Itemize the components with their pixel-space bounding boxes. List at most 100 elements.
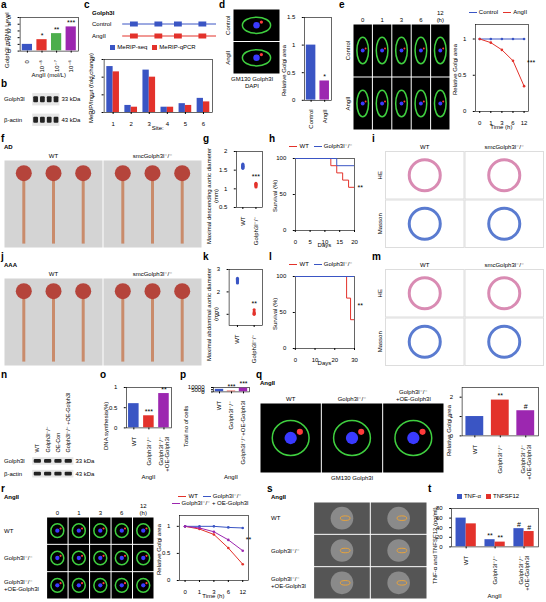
svg-text:WT: WT <box>420 144 430 150</box>
svg-text:20: 20 <box>436 534 443 540</box>
svg-text:5: 5 <box>184 121 188 127</box>
svg-text:6: 6 <box>120 510 124 516</box>
svg-text:***: *** <box>227 383 235 390</box>
svg-text:+OE-Golph3l: +OE-Golph3l <box>4 586 39 592</box>
svg-text:3: 3 <box>99 510 103 516</box>
svg-text:0: 0 <box>183 589 187 595</box>
svg-text:Control: Control <box>345 41 351 60</box>
svg-text:4: 4 <box>8 21 12 27</box>
svg-text:Masson: Masson <box>377 213 383 234</box>
svg-text:AngII: AngII <box>4 494 19 500</box>
svg-text:0.5: 0.5 <box>109 405 118 411</box>
svg-text:1: 1 <box>217 311 221 317</box>
svg-text:**: ** <box>487 532 493 539</box>
svg-text:3: 3 <box>8 28 12 34</box>
svg-text:80: 80 <box>436 505 443 511</box>
svg-text:0.5: 0.5 <box>162 550 171 556</box>
svg-text:100: 100 <box>276 155 287 161</box>
svg-text:DAPI: DAPI <box>245 83 259 89</box>
svg-text:HE: HE <box>377 171 383 179</box>
svg-text:0: 0 <box>450 433 454 439</box>
svg-text:40: 40 <box>436 525 443 531</box>
svg-text:AngII: AngII <box>345 96 351 110</box>
svg-text:Golph3l⁻/⁻: Golph3l⁻/⁻ <box>271 548 300 554</box>
svg-text:0: 0 <box>24 59 30 63</box>
svg-text:0: 0 <box>167 577 171 583</box>
svg-text:Golph3l⁻/⁻: Golph3l⁻/⁻ <box>338 396 367 402</box>
svg-text:Golph3l⁻/⁻: Golph3l⁻/⁻ <box>45 426 51 452</box>
svg-text:OE-Con: OE-Con <box>55 433 61 453</box>
svg-text:Golph3l⁻/⁻+OE-Golph3l: Golph3l⁻/⁻+OE-Golph3l <box>158 437 170 472</box>
svg-text:100: 100 <box>276 273 287 279</box>
svg-text:2: 2 <box>8 35 12 41</box>
svg-text:Control: Control <box>92 21 111 27</box>
svg-text:WT: WT <box>234 334 240 344</box>
svg-text:(h): (h) <box>140 510 147 516</box>
svg-text:WT: WT <box>271 515 281 521</box>
svg-text:0: 0 <box>92 109 96 115</box>
svg-text:0: 0 <box>292 97 296 103</box>
svg-text:43 kDa: 43 kDa <box>75 471 95 477</box>
svg-text:**: ** <box>497 534 503 541</box>
svg-text:smcGolph3l⁻/⁻: smcGolph3l⁻/⁻ <box>133 271 173 277</box>
svg-text:***: *** <box>67 19 75 26</box>
svg-text:Golph3l⁻/⁻: Golph3l⁻/⁻ <box>228 401 234 430</box>
svg-text:0.5: 0.5 <box>219 204 228 210</box>
svg-text:0: 0 <box>56 510 60 516</box>
svg-text:0.5: 0.5 <box>287 70 296 76</box>
svg-text:**: ** <box>498 392 504 399</box>
svg-text:0: 0 <box>294 357 298 363</box>
svg-text:0: 0 <box>463 108 467 114</box>
svg-text:0: 0 <box>294 239 298 245</box>
svg-text:33 kDa: 33 kDa <box>75 458 95 464</box>
svg-text:WT: WT <box>463 556 469 566</box>
svg-text:Golph3l⁻/⁻: Golph3l⁻/⁻ <box>4 579 33 585</box>
svg-text:15: 15 <box>336 239 343 245</box>
svg-text:1: 1 <box>198 589 202 595</box>
svg-text:50: 50 <box>280 191 287 197</box>
svg-text:#: # <box>517 521 521 528</box>
svg-text:Golph3l: Golph3l <box>92 10 115 16</box>
svg-text:Control: Control <box>308 109 314 128</box>
svg-text:10000: 10000 <box>188 384 205 390</box>
svg-text:HE: HE <box>377 289 383 297</box>
svg-text:6: 6 <box>227 589 231 595</box>
svg-text:4: 4 <box>166 121 170 127</box>
svg-text:12: 12 <box>239 589 246 595</box>
svg-text:Golph3l⁻/⁻: Golph3l⁻/⁻ <box>4 555 33 561</box>
svg-text:smcGolph3l⁻/⁻: smcGolph3l⁻/⁻ <box>484 144 524 150</box>
svg-text:WT: WT <box>4 528 14 534</box>
svg-text:5: 5 <box>8 14 12 20</box>
svg-text:1: 1 <box>167 523 171 529</box>
svg-text:Golph3l⁻/⁻: Golph3l⁻/⁻ <box>399 389 428 395</box>
svg-text:**: ** <box>251 300 257 307</box>
svg-text:1: 1 <box>224 186 228 192</box>
svg-text:1.5: 1.5 <box>219 167 228 173</box>
svg-text:Golph3l: Golph3l <box>4 96 25 102</box>
svg-text:WT: WT <box>34 443 40 452</box>
svg-text:1: 1 <box>92 92 96 98</box>
svg-text:6: 6 <box>419 17 423 23</box>
svg-text:0: 0 <box>8 48 12 54</box>
svg-text:+OE-Golph3l: +OE-Golph3l <box>396 396 431 402</box>
svg-text:2: 2 <box>450 394 454 400</box>
svg-text:AngII: AngII <box>225 50 231 64</box>
svg-text:**: ** <box>161 386 167 393</box>
svg-text:1: 1 <box>114 384 118 390</box>
svg-text:WT: WT <box>49 271 59 277</box>
svg-text:AngII: AngII <box>271 494 286 500</box>
svg-text:+OE-Golph3l: +OE-Golph3l <box>271 583 306 589</box>
svg-text:1: 1 <box>380 17 384 23</box>
svg-text:3: 3 <box>400 17 404 23</box>
svg-text:WT: WT <box>49 153 59 159</box>
svg-text:Golph3l⁻/⁻: Golph3l⁻/⁻ <box>251 335 257 364</box>
svg-text:**: ** <box>246 536 252 543</box>
svg-text:AAA: AAA <box>4 262 18 268</box>
svg-text:Golph3l⁻/⁻+OE-Golph3l: Golph3l⁻/⁻+OE-Golph3l <box>520 445 532 480</box>
svg-text:β-actin: β-actin <box>4 117 22 123</box>
svg-text:5: 5 <box>308 239 312 245</box>
svg-text:1: 1 <box>292 42 296 48</box>
svg-text:*: * <box>323 73 326 80</box>
svg-text:1.5: 1.5 <box>287 14 296 20</box>
svg-text:12: 12 <box>521 120 528 126</box>
